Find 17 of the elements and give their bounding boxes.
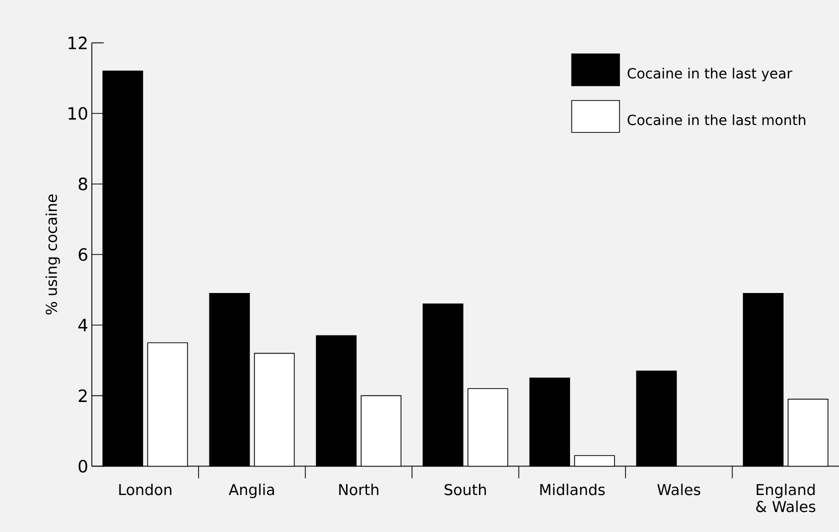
x-tick-label: Midlands — [540, 484, 605, 496]
x-tick-label: London — [119, 484, 172, 496]
y-tick-label: 8 — [78, 178, 88, 190]
legend-label: Cocaine in the last month — [628, 114, 806, 126]
y-tick-label: 2 — [78, 389, 87, 402]
y-tick-label: 0 — [78, 460, 88, 473]
legend-label: Cocaine in the last year — [628, 68, 792, 82]
y-tick-label: 10 — [68, 106, 88, 120]
x-tick-label: England & Wales — [756, 484, 816, 512]
y-tick-label: 6 — [78, 248, 88, 261]
y-tick-label: 12 — [68, 36, 87, 50]
x-tick-label: South — [444, 484, 486, 496]
y-tick-label: 4 — [78, 318, 88, 332]
x-tick-label: Wales — [657, 484, 700, 496]
x-tick-label: Anglia — [228, 484, 274, 498]
x-tick-label: North — [339, 484, 378, 496]
y-axis-title: % using cocaine — [45, 194, 60, 315]
